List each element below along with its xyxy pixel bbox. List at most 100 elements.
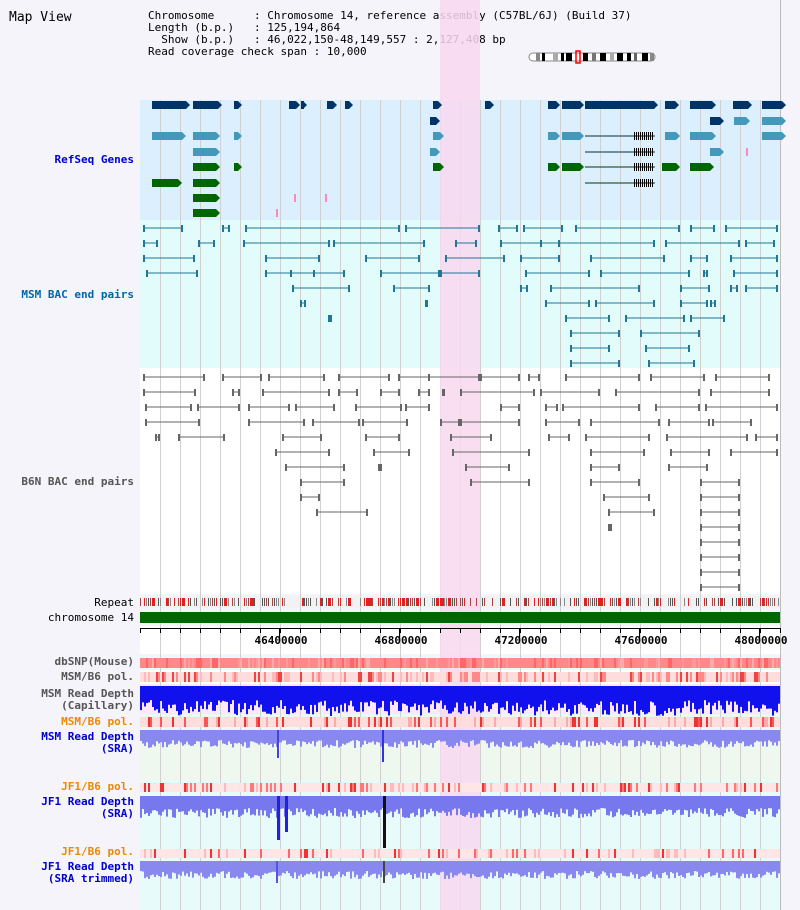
repeat-element xyxy=(592,598,593,606)
chromosome-ideogram[interactable] xyxy=(528,50,656,64)
dbsnp-cell xyxy=(280,658,282,668)
repeat-element xyxy=(202,598,203,606)
msm-cap-depth xyxy=(456,686,458,703)
jf1-sra-depth xyxy=(222,796,224,816)
msm-sra-depth xyxy=(422,730,424,746)
msm-sra-depth xyxy=(546,730,548,746)
jf1-trim-depth xyxy=(150,861,152,876)
dbsnp-cell xyxy=(388,658,390,668)
msm-pol-cell xyxy=(486,672,488,682)
b6n-bac-pair-end xyxy=(750,419,752,426)
jf1-sra-depth xyxy=(746,796,748,815)
jf1-pol2-cell xyxy=(598,849,600,858)
msm-sra-depth xyxy=(772,730,774,746)
refseq-exon xyxy=(650,179,651,187)
msm-pol2-cell xyxy=(420,717,422,727)
jf1-pol2-cell xyxy=(680,849,682,858)
msm-pol2-cell xyxy=(376,717,378,727)
track-features[interactable] xyxy=(140,101,786,883)
jf1-pol-cell xyxy=(658,783,660,792)
jf1-pol-cell xyxy=(278,783,280,792)
jf1-pol2-cell xyxy=(654,849,656,858)
dbsnp-cell xyxy=(240,658,242,668)
jf1-sra-depth xyxy=(406,796,408,818)
jf1-pol-cell xyxy=(758,783,760,792)
b6n-bac-pair-end xyxy=(440,419,442,426)
msm-pol2-cell xyxy=(284,717,286,727)
msm-pol2-cell xyxy=(288,717,290,727)
jf1-pol2-cell xyxy=(430,849,432,858)
jf1-pol2-cell xyxy=(226,849,228,858)
repeat-element xyxy=(668,598,669,606)
msm-cap-depth xyxy=(538,686,540,707)
jf1-sra-depth xyxy=(220,796,222,813)
msm-pol2-cell xyxy=(772,717,774,727)
refseq-gene-arrow xyxy=(303,101,307,109)
refseq-exon xyxy=(634,179,635,187)
jf1-sra-depth xyxy=(248,796,250,809)
jf1-trim-depth xyxy=(544,861,546,879)
jf1-pol2-cell xyxy=(744,849,746,858)
msm-pol2-cell xyxy=(166,717,168,727)
dbsnp-cell xyxy=(268,658,270,668)
repeat-element xyxy=(384,598,385,606)
jf1-trim-depth xyxy=(574,861,576,879)
msm-bac-pair-end xyxy=(198,240,200,247)
dbsnp-cell xyxy=(538,658,540,668)
jf1-pol2-cell xyxy=(486,849,488,858)
jf1-sra-depth xyxy=(564,796,566,814)
jf1-pol-cell xyxy=(624,783,626,792)
msm-sra-depth xyxy=(662,730,664,747)
jf1-pol-cell xyxy=(282,783,284,792)
dbsnp-cell xyxy=(206,658,208,668)
dbsnp-cell xyxy=(704,658,706,668)
jf1-pol-cell xyxy=(572,783,574,792)
msm-pol-cell xyxy=(144,672,146,682)
dbsnp-cell xyxy=(454,658,456,668)
msm-cap-depth xyxy=(534,686,536,716)
jf1-pol2-cell xyxy=(396,849,398,858)
msm-sra-depth xyxy=(560,730,562,746)
refseq-gene xyxy=(193,179,216,187)
msm-bac-pair-end xyxy=(193,255,195,262)
msm-pol-cell xyxy=(710,672,712,682)
msm-sra-depth xyxy=(416,730,418,748)
msm-pol-cell xyxy=(496,672,498,682)
msm-cap-depth xyxy=(166,686,168,713)
jf1-trim-depth xyxy=(570,861,572,875)
msm-sra-depth xyxy=(714,730,716,745)
highlight-region[interactable] xyxy=(440,0,480,910)
dbsnp-cell xyxy=(572,658,574,668)
jf1-pol2-cell xyxy=(678,849,680,858)
msm-cap-depth xyxy=(522,686,524,714)
msm-cap-depth xyxy=(452,686,454,712)
refseq-exon xyxy=(644,163,645,171)
repeat-element xyxy=(388,598,391,606)
jf1-pol-cell xyxy=(706,783,708,792)
msm-sra-depth xyxy=(222,730,224,744)
msm-cap-depth xyxy=(160,686,162,701)
jf1-pol2-cell xyxy=(552,849,554,858)
msm-cap-depth xyxy=(488,686,490,712)
jf1-pol-cell xyxy=(270,783,272,792)
jf1-trim-depth xyxy=(322,861,324,872)
msm-sra-depth xyxy=(550,730,552,747)
dbsnp-cell xyxy=(374,658,376,668)
jf1-pol2-cell xyxy=(502,849,504,858)
b6n-bac-pair-end xyxy=(362,419,364,426)
b6n-bac-pair-end xyxy=(458,419,460,426)
msm-pol-cell xyxy=(206,672,208,682)
repeat-element xyxy=(140,598,141,606)
jf1-sra-depth xyxy=(370,796,372,814)
dbsnp-cell xyxy=(224,658,226,668)
msm-cap-depth xyxy=(178,686,180,716)
jf1-pol-cell xyxy=(626,783,628,792)
jf1-pol2-cell xyxy=(266,849,268,858)
jf1-pol-cell xyxy=(196,783,198,792)
jf1-pol2-cell xyxy=(202,849,204,858)
jf1-sra-depth-spike xyxy=(277,796,280,840)
jf1-sra-depth xyxy=(488,796,490,814)
jf1-sra-depth xyxy=(298,796,300,813)
repeat-element xyxy=(406,598,409,606)
